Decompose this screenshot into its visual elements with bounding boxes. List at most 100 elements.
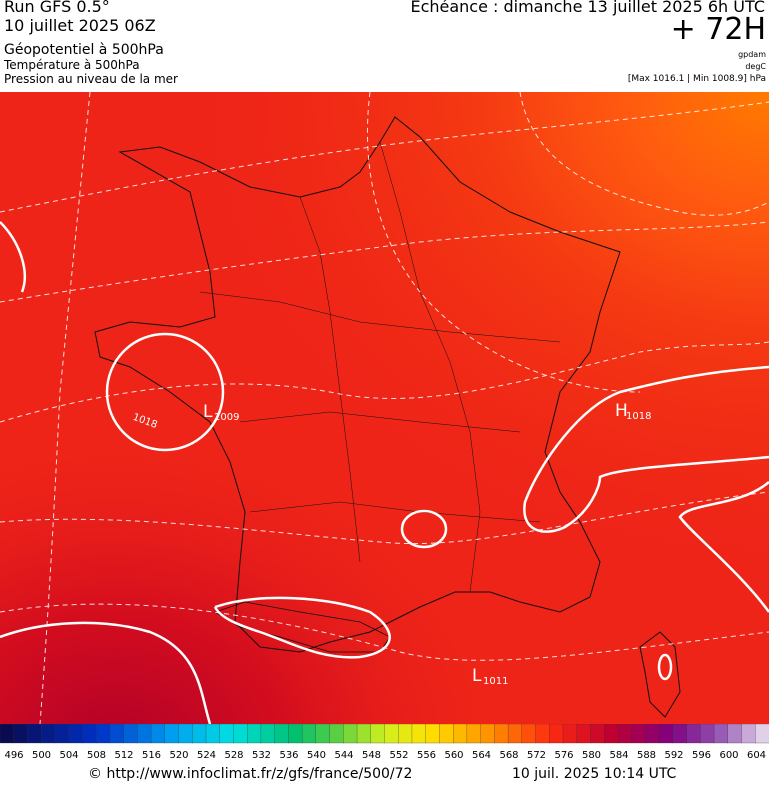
colorbar-label: 584	[609, 750, 628, 761]
colorbar-cell	[425, 724, 441, 744]
colorbar-label: 580	[582, 750, 601, 761]
colorbar-cell	[617, 724, 633, 744]
colorbar-label: 560	[444, 750, 463, 761]
colorbar-label: 532	[252, 750, 271, 761]
colorbar-cell	[219, 724, 235, 744]
colorbar-cell	[205, 724, 221, 744]
colorbar-label: 536	[279, 750, 298, 761]
colorbar-cell	[109, 724, 125, 744]
colorbar-label: 568	[499, 750, 518, 761]
colorbar-label: 572	[527, 750, 546, 761]
unit-label: degC	[745, 62, 766, 71]
colorbar-label: 552	[389, 750, 408, 761]
colorbar-label: 556	[417, 750, 436, 761]
colorbar-cell	[0, 724, 15, 744]
colorbar-label: 520	[169, 750, 188, 761]
colorbar-cell	[494, 724, 509, 744]
colorbar-cell	[178, 724, 193, 744]
colorbar-cell	[507, 724, 523, 744]
pressure-range: [Max 1016.1 | Min 1008.9] hPa	[627, 74, 766, 84]
colorbar-label: 544	[334, 750, 353, 761]
colorbar-cell	[700, 724, 715, 744]
colorbar-cell	[233, 724, 248, 744]
colorbar-cell	[645, 724, 660, 744]
colorbar-cell	[384, 724, 399, 744]
colorbar-cell	[713, 724, 729, 744]
colorbar-cell	[260, 724, 276, 744]
colorbar-cell	[398, 724, 413, 744]
colorbar-cell	[137, 724, 152, 744]
colorbar-label: 524	[197, 750, 216, 761]
center-symbol: L	[472, 666, 482, 686]
field-label: Pression au niveau de la mer	[4, 72, 178, 86]
colorbar-cell	[480, 724, 496, 744]
colorbar-cell	[604, 724, 619, 744]
colorbar-cell	[631, 724, 647, 744]
colorbar-label: 564	[472, 750, 491, 761]
colorbar-label: 548	[362, 750, 381, 761]
colorbar-label: 576	[554, 750, 573, 761]
center-value: 1018	[626, 411, 651, 422]
center-value: 1009	[214, 412, 239, 423]
colorbar-cell	[54, 724, 70, 744]
colorbar-label: 508	[87, 750, 106, 761]
colorbar-cell	[439, 724, 454, 744]
colorbar-cell	[315, 724, 331, 744]
colorbar-cell	[562, 724, 578, 744]
colorbar-cell	[95, 724, 111, 744]
colorbar-cell	[123, 724, 138, 744]
forecast-time: Echéance : dimanche 13 juillet 2025 6h U…	[410, 0, 765, 16]
colorbar-label: 496	[4, 750, 23, 761]
unit-label: gpdam	[738, 50, 766, 59]
colorbar-cell	[658, 724, 674, 744]
colorbar-cell	[247, 724, 262, 744]
colorbar-cell	[27, 724, 42, 744]
colorbar-label: 500	[32, 750, 51, 761]
colorbar-cell	[549, 724, 564, 744]
colorbar: 496 500 504 508 512 516 520 524 528 532 536 540 544 5…	[0, 724, 769, 761]
colorbar-cell	[453, 724, 468, 744]
colorbar-cell	[301, 724, 317, 744]
colorbar-cell	[755, 724, 769, 744]
colorbar-cell	[288, 724, 303, 744]
center-symbol: L	[203, 402, 213, 422]
field-label: Géopotentiel à 500hPa	[4, 42, 164, 58]
colorbar-label: 588	[637, 750, 656, 761]
colorbar-cell	[672, 724, 688, 744]
run-date: 10 juillet 2025 06Z	[4, 16, 156, 35]
colorbar-label: 596	[692, 750, 711, 761]
colorbar-cell	[741, 724, 756, 744]
colorbar-cell	[370, 724, 386, 744]
colorbar-cell	[329, 724, 344, 744]
colorbar-cell	[576, 724, 592, 744]
colorbar-cell	[164, 724, 180, 744]
colorbar-cell	[274, 724, 290, 744]
colorbar-label: 592	[664, 750, 683, 761]
source-url: © http://www.infoclimat.fr/z/gfs/france/…	[88, 766, 413, 782]
colorbar-label: 600	[719, 750, 738, 761]
colorbar-cell	[590, 724, 605, 744]
run-title: Run GFS 0.5°	[4, 0, 110, 16]
lead-time: + 72H	[670, 12, 766, 47]
colorbar-cell	[13, 724, 29, 744]
colorbar-label: 516	[142, 750, 161, 761]
colorbar-label: 604	[747, 750, 766, 761]
colorbar-label: 504	[59, 750, 78, 761]
colorbar-label: 528	[224, 750, 243, 761]
colorbar-cell	[192, 724, 207, 744]
colorbar-cell	[343, 724, 358, 744]
colorbar-cell	[466, 724, 482, 744]
colorbar-cell	[686, 724, 701, 744]
colorbar-cell	[150, 724, 166, 744]
timestamp: 10 juil. 2025 10:14 UTC	[512, 766, 677, 782]
colorbar-cell	[727, 724, 743, 744]
center-value: 1011	[483, 676, 508, 687]
colorbar-label: 540	[307, 750, 326, 761]
field-label: Température à 500hPa	[4, 58, 140, 72]
colorbar-cell	[68, 724, 84, 744]
colorbar-cell	[411, 724, 427, 744]
colorbar-cell	[356, 724, 372, 744]
colorbar-cell	[535, 724, 550, 744]
